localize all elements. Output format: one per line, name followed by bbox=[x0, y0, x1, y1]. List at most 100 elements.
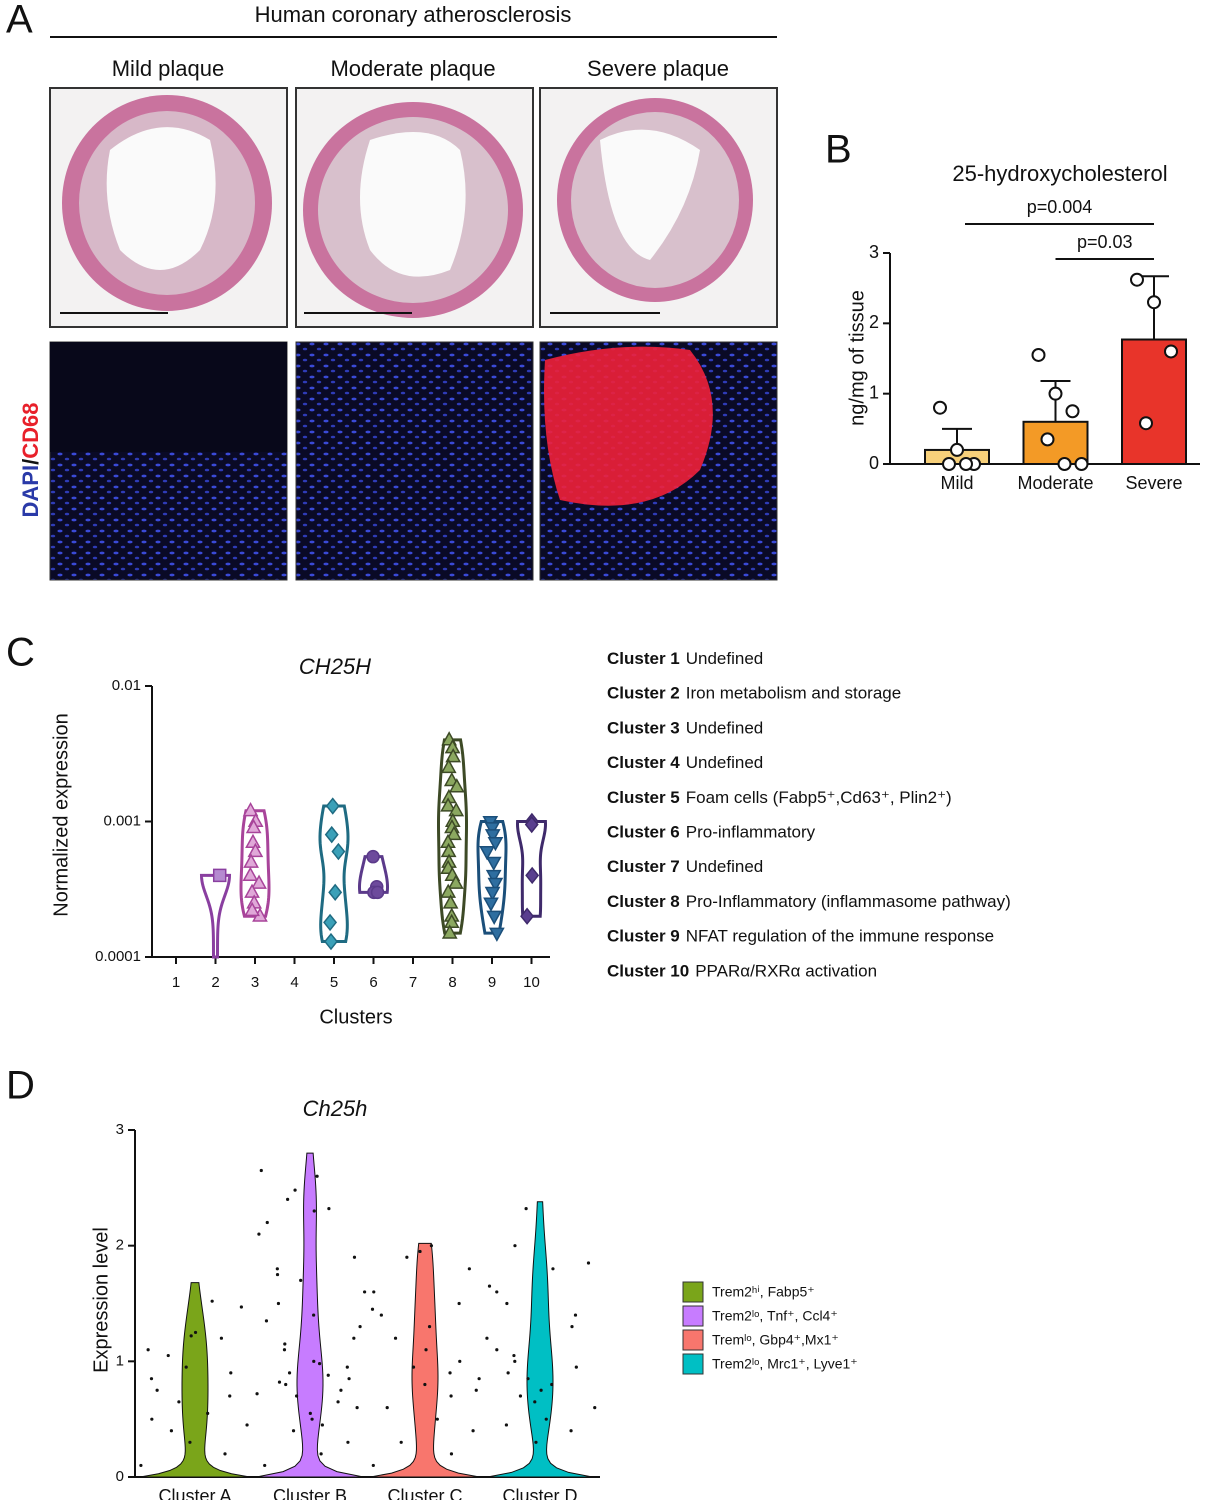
data-point bbox=[247, 842, 264, 858]
x-tick-label: Cluster B bbox=[273, 1486, 347, 1500]
panel-letter: B bbox=[825, 128, 852, 172]
data-point bbox=[257, 1232, 261, 1236]
data-point bbox=[286, 1197, 290, 1201]
data-point bbox=[325, 797, 340, 815]
data-point bbox=[315, 1174, 319, 1178]
column-label: Severe plaque bbox=[587, 56, 729, 81]
data-point bbox=[352, 1336, 356, 1340]
data-point bbox=[959, 457, 973, 471]
column-label: Mild plaque bbox=[112, 56, 225, 81]
data-point bbox=[1074, 457, 1089, 471]
cluster-description: Undefined bbox=[686, 719, 764, 738]
panel-letter: C bbox=[6, 631, 35, 675]
data-point bbox=[336, 1400, 340, 1404]
data-point bbox=[504, 1423, 509, 1427]
data-point bbox=[293, 1188, 297, 1192]
data-point bbox=[228, 1394, 232, 1398]
data-point bbox=[435, 1417, 439, 1421]
data-point bbox=[366, 849, 380, 864]
data-point bbox=[539, 1388, 543, 1392]
data-point bbox=[513, 1244, 517, 1248]
data-point bbox=[440, 758, 457, 774]
data-point bbox=[477, 1377, 481, 1381]
data-point bbox=[484, 886, 501, 902]
data-point bbox=[457, 1301, 461, 1306]
cluster-name: Cluster 7 bbox=[607, 858, 680, 877]
data-point bbox=[570, 1325, 574, 1329]
legend-label: Trem2ʰⁱ, Fabp5⁺ bbox=[712, 1284, 815, 1300]
data-point bbox=[294, 1394, 299, 1398]
data-point bbox=[488, 927, 505, 942]
data-point bbox=[385, 1406, 389, 1410]
data-point bbox=[184, 1365, 188, 1369]
cluster-entry: Cluster 9 NFAT regulation of the immune r… bbox=[607, 927, 994, 946]
data-point bbox=[245, 818, 262, 834]
y-tick-label: 1 bbox=[869, 382, 879, 402]
data-point bbox=[282, 1348, 287, 1352]
cluster-description: PPARα/RXRα activation bbox=[695, 962, 877, 981]
cluster-description: NFAT regulation of the immune response bbox=[686, 927, 994, 946]
cluster-name: Cluster 4 bbox=[607, 754, 680, 773]
data-point bbox=[312, 1359, 316, 1363]
data-point bbox=[551, 1267, 555, 1271]
data-point bbox=[440, 797, 456, 812]
data-point bbox=[544, 1417, 548, 1421]
cluster-name: Cluster 3 bbox=[607, 719, 680, 738]
bar bbox=[1121, 338, 1187, 466]
data-point bbox=[942, 457, 956, 471]
y-tick-label: 0 bbox=[116, 1468, 124, 1485]
data-point bbox=[1065, 404, 1080, 419]
data-point bbox=[324, 825, 339, 844]
data-point bbox=[326, 1373, 330, 1377]
p-value: p=0.03 bbox=[1077, 232, 1133, 252]
x-tick-label: Mild bbox=[940, 473, 973, 493]
cluster-description: Pro-inflammatory bbox=[686, 823, 816, 842]
data-point bbox=[242, 866, 259, 881]
data-point bbox=[586, 1261, 591, 1265]
violin bbox=[476, 820, 508, 935]
data-point bbox=[1040, 432, 1055, 447]
cluster-name: Cluster 2 bbox=[607, 684, 680, 703]
data-point bbox=[518, 1394, 523, 1398]
data-point bbox=[188, 1440, 192, 1444]
data-point bbox=[323, 913, 338, 932]
data-point bbox=[479, 846, 495, 861]
data-point bbox=[486, 910, 503, 925]
chart-title: 25-hydroxycholesterol bbox=[952, 161, 1167, 186]
cluster-name: Cluster 1 bbox=[607, 649, 680, 668]
panel-title: Human coronary atherosclerosis bbox=[255, 2, 572, 27]
data-point bbox=[166, 1353, 170, 1358]
legend-label: Trem2ˡᵒ, Tnf⁺, Ccl4⁺ bbox=[712, 1308, 838, 1324]
cluster-name: Cluster 10 bbox=[607, 962, 689, 981]
data-point bbox=[339, 1388, 343, 1392]
data-point bbox=[524, 1207, 528, 1211]
y-tick-label: 3 bbox=[869, 242, 879, 262]
data-point bbox=[308, 1411, 312, 1415]
x-tick-label: Cluster A bbox=[158, 1486, 231, 1500]
data-point bbox=[265, 1220, 269, 1225]
cluster-name: Cluster 9 bbox=[607, 927, 680, 946]
data-point bbox=[312, 1209, 316, 1213]
panel-letter: D bbox=[6, 1064, 35, 1108]
violin bbox=[370, 1242, 480, 1478]
data-point bbox=[346, 1440, 350, 1444]
x-tick-label: 5 bbox=[330, 974, 338, 991]
data-point bbox=[263, 1463, 267, 1468]
data-point bbox=[189, 1334, 193, 1338]
data-point bbox=[569, 1429, 573, 1433]
data-point bbox=[534, 1440, 538, 1444]
y-tick-label: 2 bbox=[116, 1237, 124, 1254]
y-tick-label: 0.01 bbox=[112, 677, 141, 694]
y-tick-label: 3 bbox=[116, 1121, 124, 1138]
data-point bbox=[310, 1417, 314, 1421]
data-point bbox=[358, 1325, 362, 1329]
data-point bbox=[284, 1382, 288, 1387]
stain-label: DAPI/CD68 bbox=[18, 403, 43, 518]
data-point bbox=[283, 1342, 287, 1346]
data-point bbox=[487, 1284, 492, 1288]
data-point bbox=[448, 802, 465, 817]
data-point bbox=[405, 1255, 409, 1259]
data-point bbox=[275, 1267, 279, 1271]
data-point bbox=[291, 1429, 296, 1433]
legend-swatch bbox=[682, 1305, 704, 1327]
